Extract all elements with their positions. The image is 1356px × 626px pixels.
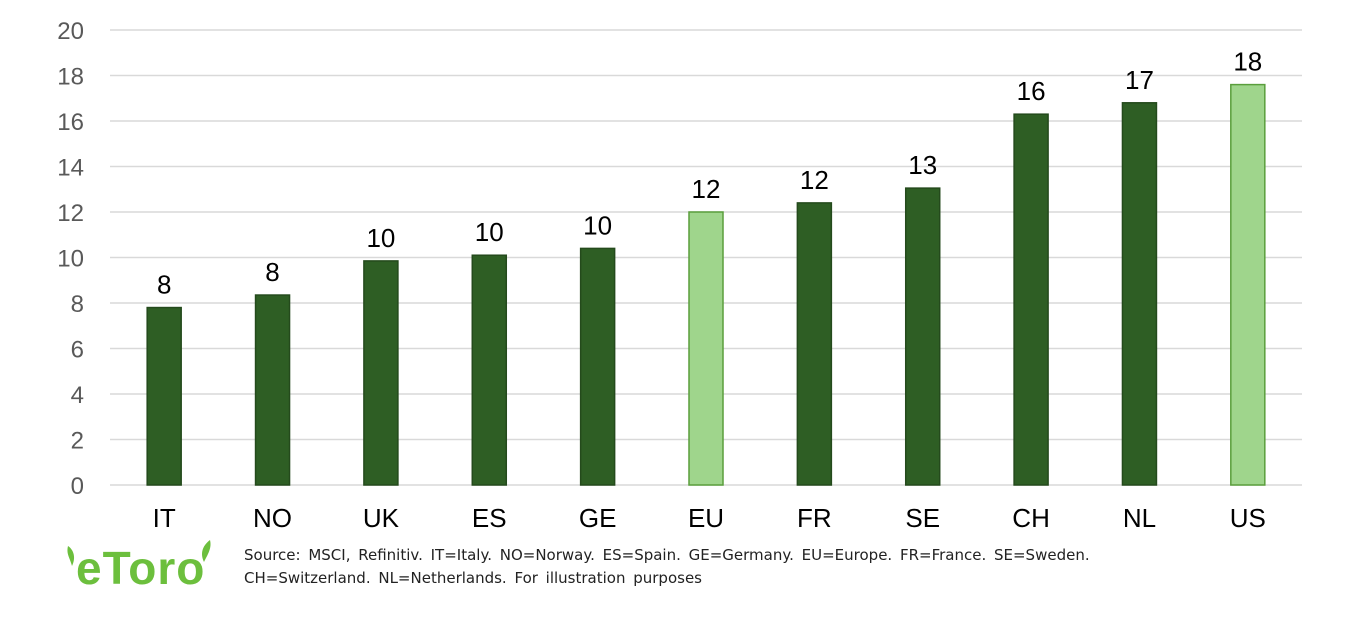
- y-tick-label-18: 18: [57, 64, 84, 91]
- category-label-ge: GE: [579, 503, 617, 533]
- footer: eToro Source: MSCI, Refinitiv. IT=Italy.…: [0, 534, 1356, 626]
- source-line-2: CH=Switzerland. NL=Netherlands. For illu…: [244, 569, 702, 587]
- category-label-us: US: [1230, 503, 1266, 533]
- data-label-eu: 12: [692, 174, 721, 204]
- y-tick-label-8: 8: [71, 291, 84, 318]
- category-label-it: IT: [153, 503, 176, 533]
- bars: [146, 83, 1266, 486]
- data-label-uk: 10: [366, 223, 395, 253]
- y-tick-label-14: 14: [57, 155, 84, 182]
- category-label-es: ES: [472, 503, 507, 533]
- y-tick-label-16: 16: [57, 109, 84, 136]
- etoro-logo: eToro: [67, 540, 211, 594]
- category-label-fr: FR: [797, 503, 832, 533]
- data-label-ch: 16: [1017, 76, 1046, 106]
- y-tick-label-0: 0: [71, 473, 84, 500]
- y-tick-label-20: 20: [57, 18, 84, 45]
- bar-se: [904, 187, 941, 486]
- bar-ch: [1013, 113, 1049, 486]
- source-note: Source: MSCI, Refinitiv. IT=Italy. NO=No…: [244, 544, 1304, 590]
- bar-it: [146, 306, 182, 486]
- data-label-ge: 10: [583, 210, 612, 240]
- data-label-no: 8: [265, 257, 279, 287]
- logo-wordmark: eToro: [76, 542, 205, 594]
- category-label-eu: EU: [688, 503, 724, 533]
- data-label-es: 10: [475, 217, 504, 247]
- data-label-nl: 17: [1125, 65, 1154, 95]
- y-tick-label-12: 12: [57, 200, 84, 227]
- bar-ge: [579, 247, 616, 486]
- x-axis-categories: IT NO UK ES GE EU FR SE CH NL US: [153, 503, 1266, 533]
- data-label-it: 8: [157, 270, 171, 300]
- category-label-uk: UK: [363, 503, 400, 533]
- category-label-ch: CH: [1012, 503, 1050, 533]
- data-label-us: 18: [1233, 47, 1262, 77]
- source-line-1: Source: MSCI, Refinitiv. IT=Italy. NO=No…: [244, 546, 1090, 564]
- category-label-no: NO: [253, 503, 292, 533]
- bar-us: [1230, 83, 1266, 486]
- data-labels: 8 8 10 10 10 12 12 13 16 17 18: [157, 47, 1262, 300]
- bar-chart: 0 2 4 6 8 10 12 14 16 18 20 8 8 10 10 10 12 12 13 16 17 18 I…: [57, 18, 1302, 533]
- bar-no: [254, 294, 291, 486]
- bar-uk: [363, 260, 399, 486]
- data-label-se: 13: [908, 150, 937, 180]
- y-tick-label-10: 10: [57, 246, 84, 273]
- y-tick-label-6: 6: [71, 337, 84, 364]
- y-tick-label-2: 2: [71, 428, 84, 455]
- y-tick-label-4: 4: [71, 382, 84, 409]
- data-label-fr: 12: [800, 165, 829, 195]
- category-label-se: SE: [905, 503, 940, 533]
- bar-nl: [1121, 102, 1158, 486]
- bar-es: [471, 254, 508, 486]
- y-axis-ticks: 0 2 4 6 8 10 12 14 16 18 20: [57, 18, 84, 500]
- bar-fr: [796, 202, 833, 486]
- bar-eu: [688, 211, 724, 486]
- category-label-nl: NL: [1123, 503, 1156, 533]
